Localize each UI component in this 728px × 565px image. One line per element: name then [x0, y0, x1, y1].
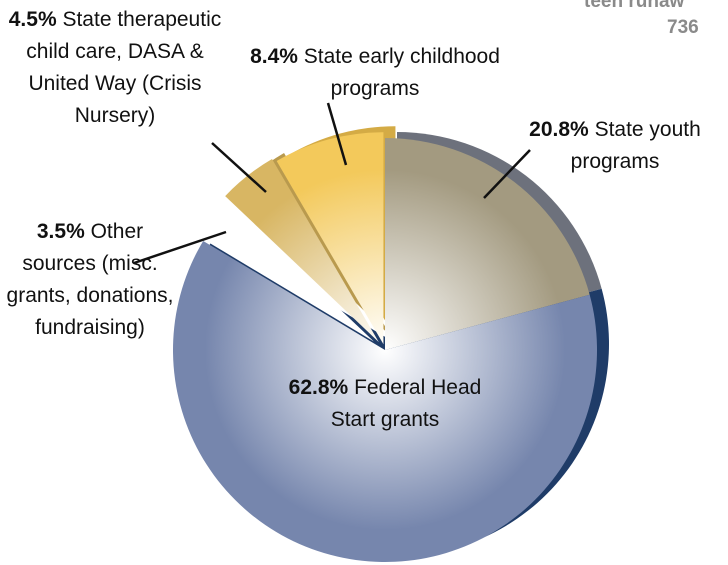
- category-label: State therapeutic child care, DASA & Uni…: [26, 8, 222, 127]
- leader-line: [326, 102, 348, 166]
- annotation: 736: [667, 17, 699, 38]
- category-label: Federal Head Start grants: [330, 376, 482, 431]
- value-label: 4.5%: [8, 8, 57, 31]
- leader-line: [483, 149, 531, 199]
- slices: [172, 126, 610, 562]
- value-label: 3.5%: [36, 220, 85, 243]
- value-label: 62.8%: [288, 376, 349, 399]
- value-label: 20.8%: [529, 118, 589, 141]
- value-label: 8.4%: [250, 45, 298, 68]
- category-label: State early childhood programs: [303, 45, 500, 100]
- category-label: State youth programs: [570, 118, 701, 173]
- annotation: teen runaw: [584, 0, 685, 12]
- pie-slice: [172, 240, 597, 562]
- pie-slice: [225, 159, 379, 343]
- slice-label: 62.8% Federal Head Start grants: [265, 372, 505, 436]
- category-label: Other sources (misc. grants, donations, …: [6, 220, 174, 339]
- pie-slice: [276, 132, 384, 345]
- slice-label: 20.8% State youth programs: [495, 114, 728, 178]
- leader-line: [133, 230, 227, 265]
- leader-line: [211, 142, 267, 193]
- slice-label: 8.4% State early childhood programs: [250, 41, 500, 105]
- pie-slice: [192, 195, 374, 342]
- slice-label: 3.5% Other sources (misc. grants, donati…: [5, 216, 175, 344]
- slice-label: 4.5% State therapeutic child care, DASA …: [0, 4, 230, 132]
- pie-slice: [385, 138, 590, 350]
